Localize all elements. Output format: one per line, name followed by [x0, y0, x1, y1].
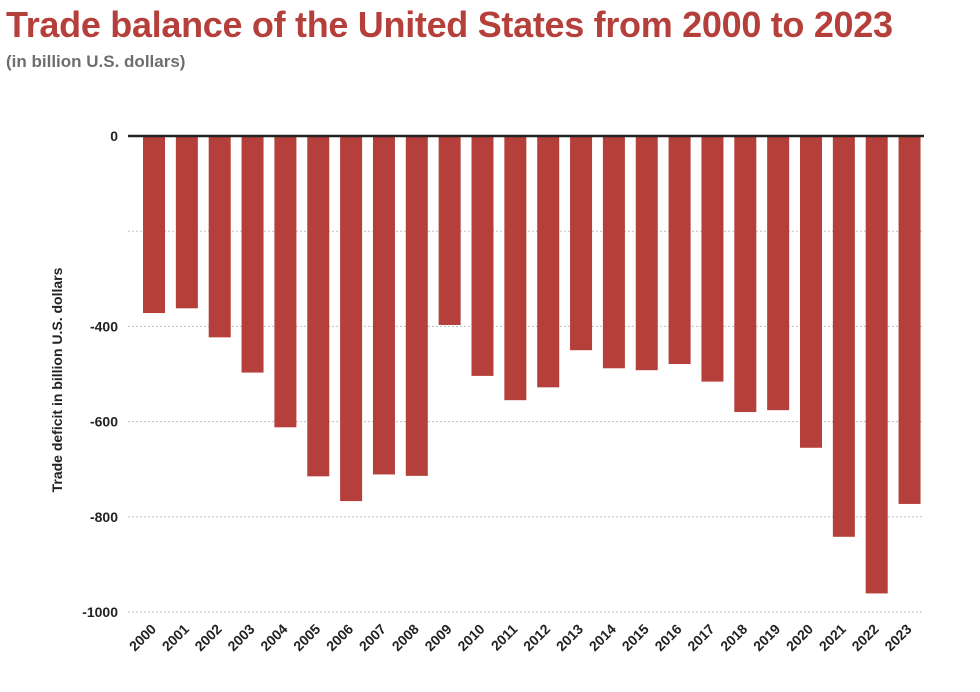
- bar-2023: [898, 136, 921, 504]
- bar-2003: [241, 136, 264, 373]
- x-tick-label: 2011: [488, 621, 521, 654]
- x-tick-label: 2016: [651, 621, 684, 654]
- bar-2001: [175, 136, 198, 309]
- y-axis-label: Trade deficit in billion U.S. dollars: [49, 267, 65, 492]
- bar-2005: [307, 136, 330, 477]
- y-tick-label: -1000: [82, 604, 118, 620]
- chart-subtitle: (in billion U.S. dollars): [6, 52, 186, 71]
- x-tick-label: 2010: [454, 621, 487, 654]
- bar-2006: [340, 136, 363, 502]
- x-tick-label: 2003: [224, 621, 257, 654]
- y-tick-label: 0: [110, 128, 118, 144]
- y-tick-label: -600: [90, 414, 118, 430]
- bar-2008: [405, 136, 428, 476]
- bar-2018: [734, 136, 757, 413]
- x-axis-ticks: 2000 2001 2002 2003 2004 2005 2006 2007 2008 2009…: [126, 621, 915, 654]
- y-axis-ticks: 0 -400 -600 -800 -1000: [82, 128, 118, 620]
- x-tick-label: 2020: [783, 621, 816, 654]
- bar-2021: [832, 136, 855, 537]
- x-tick-label: 2022: [848, 621, 881, 654]
- bar-2013: [570, 136, 593, 351]
- bar-2000: [143, 136, 165, 314]
- bar-series: [143, 136, 921, 594]
- chart-title: Trade balance of the United States from …: [6, 4, 893, 45]
- x-tick-label: 2005: [290, 621, 323, 654]
- x-tick-label: 2006: [323, 621, 356, 654]
- x-tick-label: 2001: [159, 621, 192, 654]
- x-tick-label: 2023: [881, 621, 914, 654]
- x-tick-label: 2009: [421, 621, 454, 654]
- bar-2020: [800, 136, 822, 448]
- bar-2016: [668, 136, 691, 365]
- x-tick-label: 2021: [816, 621, 849, 654]
- bar-2007: [372, 136, 395, 475]
- bar-2002: [208, 136, 231, 338]
- bar-2012: [537, 136, 560, 388]
- x-tick-label: 2000: [126, 621, 159, 654]
- x-tick-label: 2002: [191, 621, 224, 654]
- x-tick-label: 2018: [717, 621, 750, 654]
- bar-2014: [602, 136, 625, 369]
- y-tick-label: -400: [90, 318, 118, 334]
- x-tick-label: 2019: [750, 621, 783, 654]
- bar-2017: [701, 136, 724, 382]
- bar-2009: [438, 136, 461, 325]
- bar-2019: [767, 136, 790, 411]
- x-tick-label: 2013: [553, 621, 586, 654]
- bar-2004: [274, 136, 297, 428]
- x-tick-label: 2008: [389, 621, 422, 654]
- x-tick-label: 2007: [356, 621, 389, 654]
- bar-2015: [635, 136, 658, 371]
- x-tick-label: 2015: [619, 621, 652, 654]
- x-tick-label: 2012: [520, 621, 553, 654]
- x-tick-label: 2017: [684, 621, 717, 654]
- bar-2010: [471, 136, 494, 376]
- y-tick-label: -800: [90, 509, 118, 525]
- x-tick-label: 2004: [257, 621, 290, 654]
- x-tick-label: 2014: [586, 621, 619, 654]
- bar-2011: [504, 136, 527, 401]
- bar-2022: [865, 136, 888, 594]
